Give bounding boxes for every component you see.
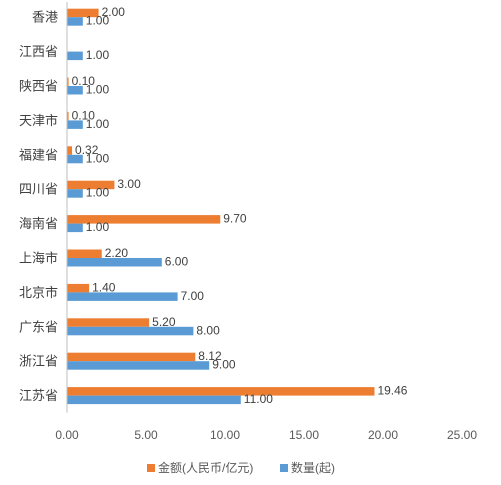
bar-count (67, 361, 210, 370)
data-label-count: 1.00 (86, 220, 110, 234)
x-tick-label: 10.00 (210, 428, 240, 442)
data-label-amount: 9.70 (223, 212, 247, 226)
data-label-count: 1.00 (86, 186, 110, 200)
x-tick-label: 0.00 (55, 428, 79, 442)
category-label: 海南省 (19, 216, 58, 231)
data-label-amount: 2.20 (105, 246, 129, 260)
bar-amount (67, 146, 73, 155)
data-label-count: 6.00 (165, 255, 189, 269)
data-label-count: 8.00 (196, 323, 220, 337)
data-label-amount: 0.10 (72, 74, 96, 88)
data-label-amount: 2.00 (102, 5, 126, 19)
bar-count (67, 120, 83, 129)
category-label: 香港 (32, 10, 58, 25)
data-label-amount: 0.10 (72, 108, 96, 122)
bar-count (67, 223, 83, 233)
data-label-count: 1.00 (86, 14, 110, 28)
bar-amount (67, 318, 150, 327)
x-tick-labels: 0.00 5.00 10.00 15.00 20.00 25.00 (55, 428, 477, 442)
data-label-amount: 1.40 (92, 280, 116, 294)
category-label: 江苏省 (19, 388, 58, 403)
data-labels: 2.001.001.000.101.000.101.000.321.003.00… (72, 5, 408, 406)
bar-amount (67, 180, 115, 190)
bar-count (67, 154, 83, 164)
bar-amount (67, 283, 90, 293)
bar-count (67, 189, 83, 198)
data-label-count: 9.00 (212, 358, 236, 372)
legend-count-label: 数量(起) (291, 460, 335, 475)
category-label: 北京市 (19, 285, 58, 300)
category-label: 浙江省 (19, 354, 58, 369)
bar-amount (67, 77, 69, 86)
x-tick-label: 15.00 (289, 428, 319, 442)
data-label-count: 1.00 (86, 151, 110, 165)
data-label-count: 1.00 (86, 83, 110, 97)
category-label: 陕西省 (19, 79, 58, 94)
data-label-count: 1.00 (86, 117, 110, 131)
x-tick-label: 20.00 (368, 428, 398, 442)
bar-amount (67, 387, 375, 396)
category-label: 广东省 (19, 319, 58, 334)
x-tick-label: 5.00 (134, 428, 158, 442)
bar-amount (67, 111, 69, 121)
bar-count (67, 326, 194, 336)
bar-count (67, 86, 83, 95)
bars (67, 8, 375, 405)
bar-count (67, 51, 83, 61)
category-label: 上海市 (19, 251, 58, 266)
data-label-count: 7.00 (181, 289, 205, 303)
data-label-amount: 19.46 (377, 384, 407, 398)
data-label-count: 11.00 (244, 392, 273, 406)
bar-count (67, 17, 83, 26)
category-label: 江西省 (19, 44, 58, 59)
bar-amount (67, 249, 102, 258)
data-label-amount: 0.32 (75, 143, 99, 157)
legend-count-swatch (280, 464, 288, 472)
bar-count (67, 395, 241, 405)
data-label-amount: 8.12 (198, 349, 222, 363)
data-label-amount: 3.00 (117, 177, 141, 191)
legend-amount-swatch (147, 464, 155, 472)
data-label-amount: 5.20 (152, 315, 176, 329)
category-label: 天津市 (19, 113, 58, 128)
bar-amount (67, 215, 221, 224)
category-label: 福建省 (19, 147, 58, 162)
x-tick-label: 25.00 (447, 428, 477, 442)
category-label: 四川省 (19, 182, 58, 197)
legend: 金额(人民币/亿元) 数量(起) (147, 460, 335, 475)
bar-count (67, 292, 178, 301)
bar-amount (67, 352, 196, 362)
legend-amount-label: 金额(人民币/亿元) (158, 460, 253, 475)
bar-count (67, 258, 162, 267)
data-label-count: 1.00 (86, 48, 110, 62)
bar-amount (67, 8, 99, 18)
